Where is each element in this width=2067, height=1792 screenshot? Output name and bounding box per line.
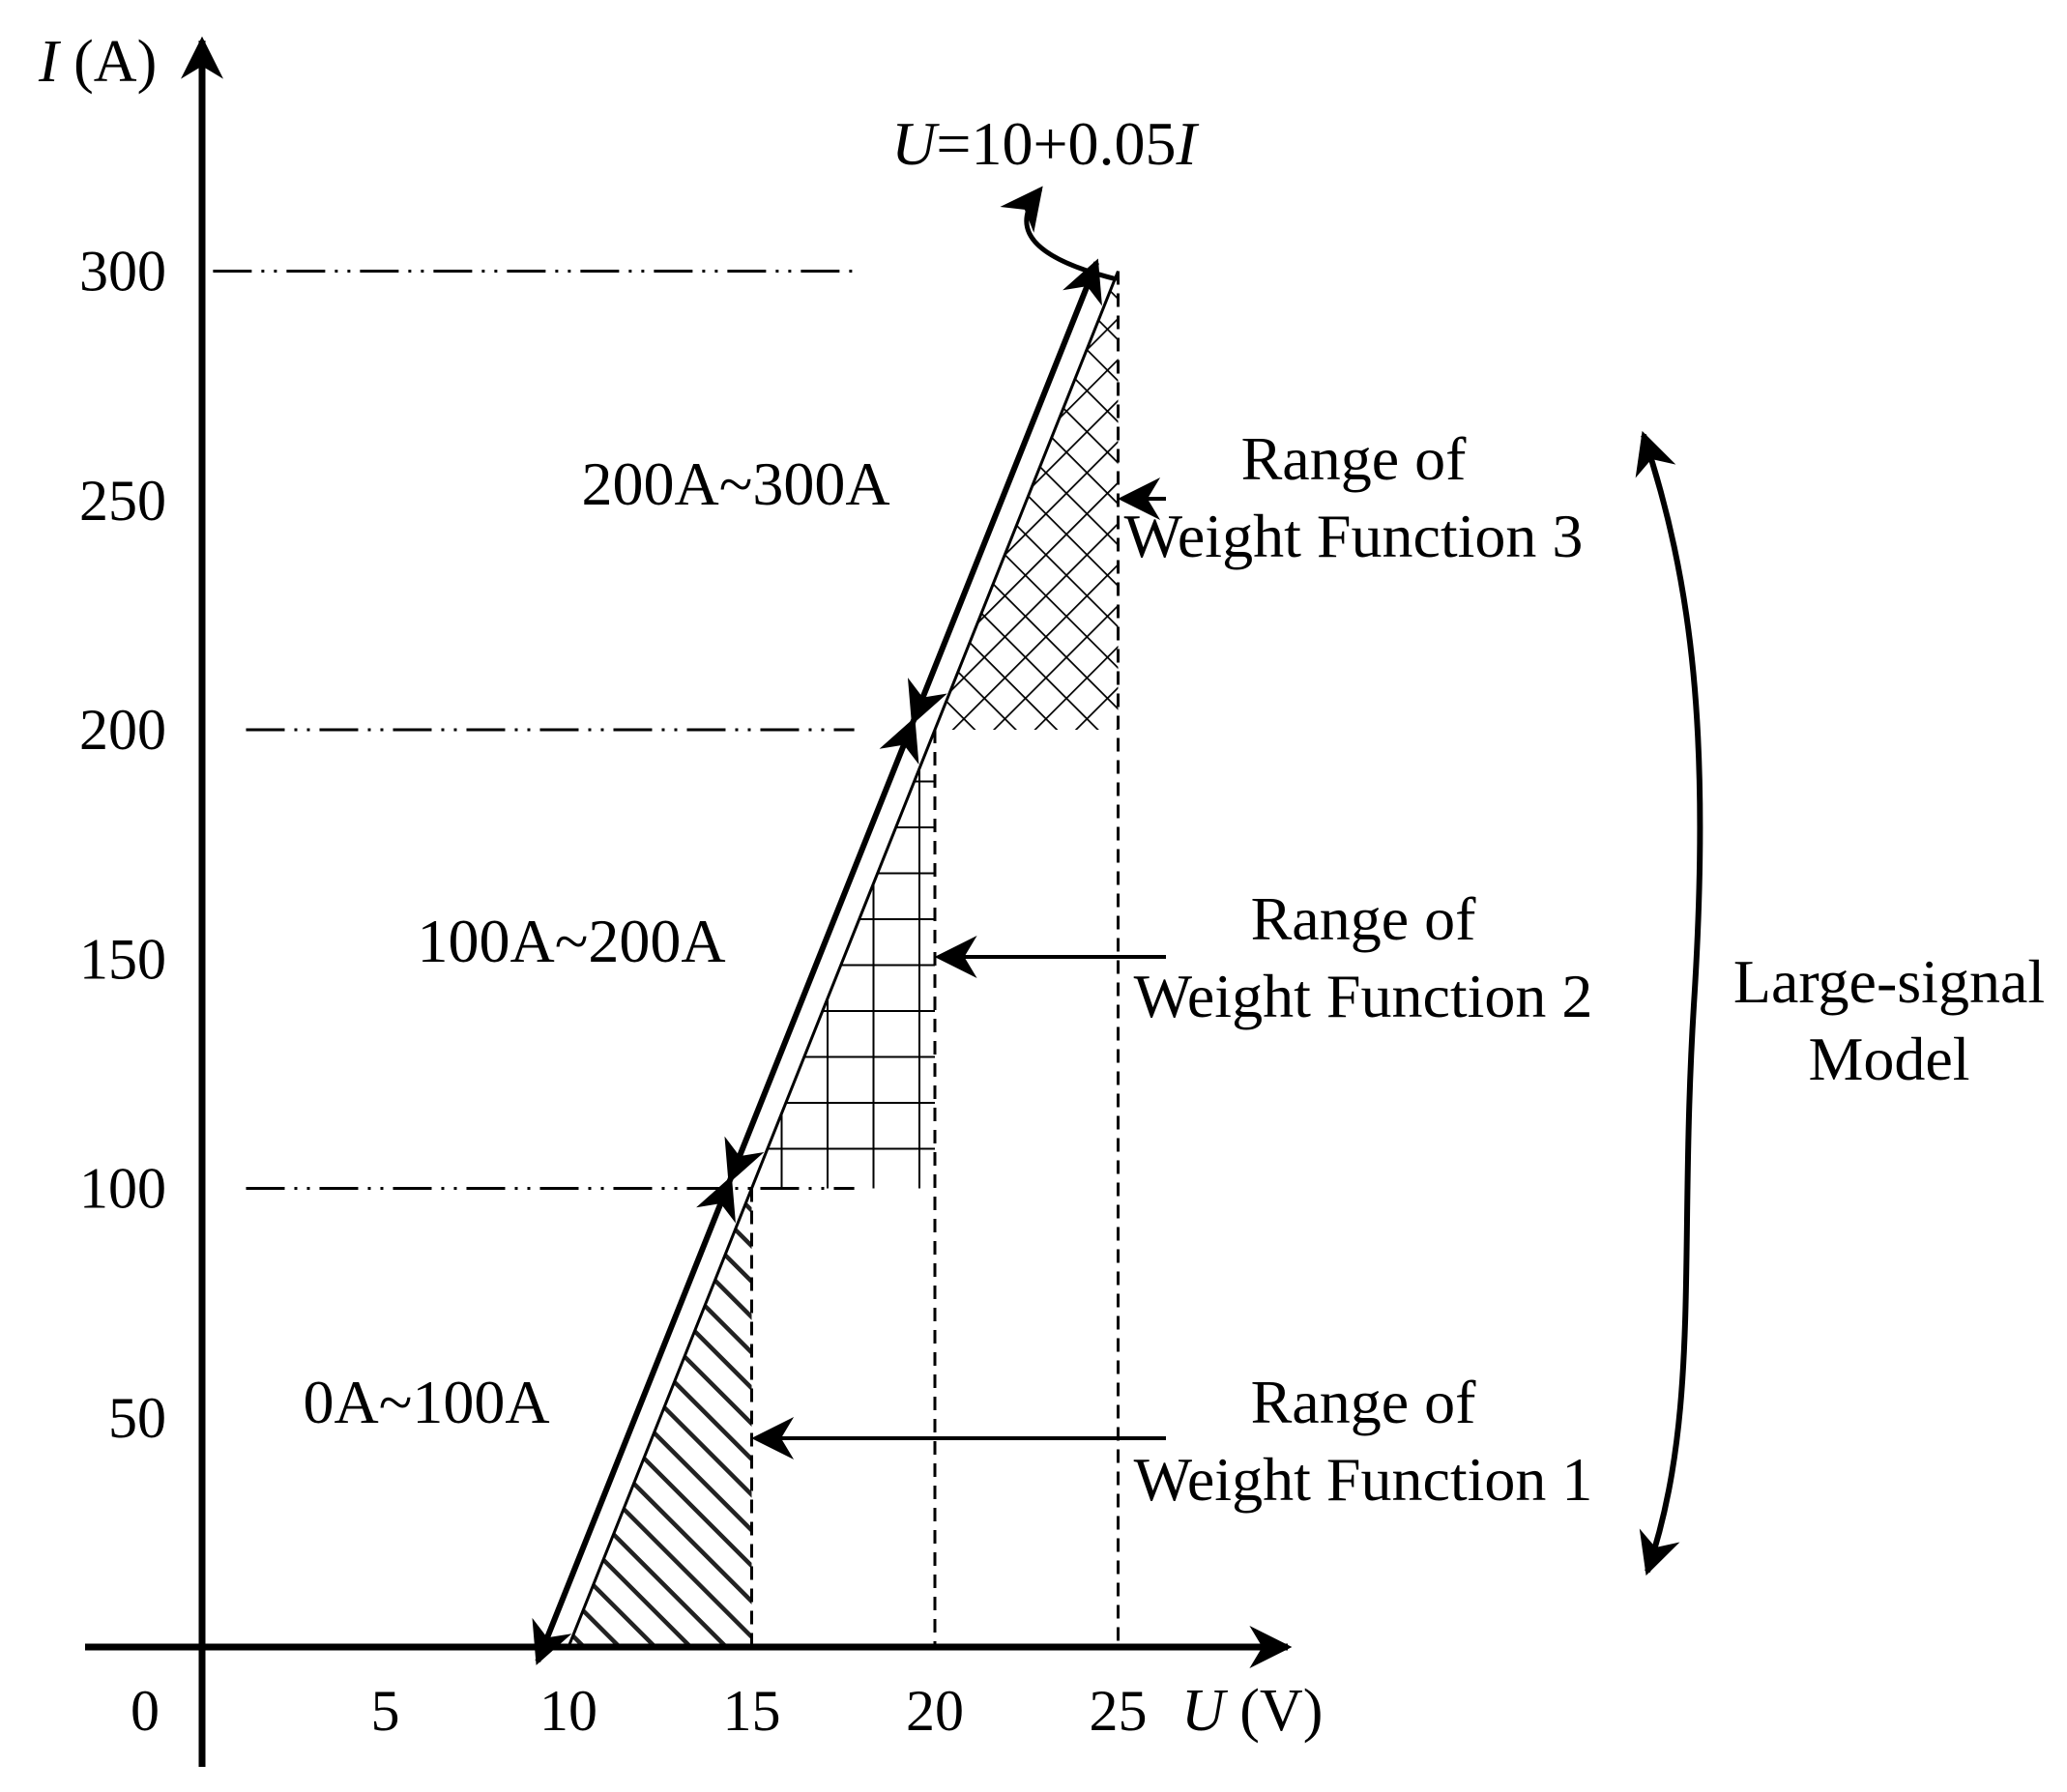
brace-label-line2: Model — [1808, 1025, 1969, 1093]
equation-pointer — [1000, 186, 1117, 281]
annotations: 0A~100A 100A~200A 200A~300A Range of Weight … — [303, 109, 2045, 1576]
range-arrow-2 — [724, 717, 919, 1184]
callout-line1-2: Range of — [1251, 884, 1477, 953]
range-label-3: 200A~300A — [581, 449, 889, 518]
callout-line2-3: Weight Function 3 — [1124, 502, 1584, 570]
y-tick-100: 100 — [79, 1157, 166, 1221]
series-lines — [532, 258, 1120, 1665]
x-tick-0: 0 — [131, 1679, 160, 1743]
y-tick-300: 300 — [79, 240, 166, 303]
tick-labels: 0 5 10 15 20 25 50 100 150 200 250 300 U (V) I (A) — [38, 29, 1323, 1744]
x-axis-label: U (V) — [1181, 1678, 1323, 1744]
y-tick-200: 200 — [79, 698, 166, 762]
callout-line2-2: Weight Function 2 — [1134, 962, 1593, 1030]
y-tick-50: 50 — [108, 1386, 166, 1450]
callout-line1-1: Range of — [1251, 1368, 1477, 1436]
x-tick-20: 20 — [906, 1679, 964, 1743]
y-tick-250: 250 — [79, 469, 166, 533]
y-tick-150: 150 — [79, 927, 166, 991]
y-axis-label: I (A) — [38, 29, 157, 95]
range-label-1: 0A~100A — [303, 1368, 549, 1436]
callout-line1-3: Range of — [1241, 424, 1468, 493]
range-arrow-1 — [532, 1175, 736, 1665]
x-tick-25: 25 — [1090, 1679, 1148, 1743]
equation-label: U=10+0.05I — [891, 109, 1199, 178]
large-signal-brace — [1635, 430, 1703, 1576]
x-tick-5: 5 — [371, 1679, 400, 1743]
x-tick-10: 10 — [539, 1679, 597, 1743]
range-label-2: 100A~200A — [417, 907, 725, 975]
range-arrow-3 — [907, 258, 1102, 726]
brace-label-line1: Large-signal — [1733, 947, 2045, 1016]
x-tick-15: 15 — [723, 1679, 781, 1743]
callout-line2-1: Weight Function 1 — [1134, 1445, 1593, 1514]
